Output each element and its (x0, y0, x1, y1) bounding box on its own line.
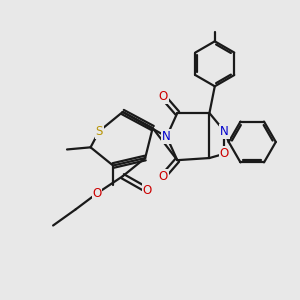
Text: N: N (220, 125, 229, 138)
Text: O: O (220, 147, 229, 160)
Text: S: S (95, 125, 103, 138)
Text: O: O (159, 170, 168, 183)
Text: O: O (159, 91, 168, 103)
Text: O: O (143, 184, 152, 197)
Text: N: N (162, 130, 171, 143)
Text: O: O (92, 187, 102, 200)
